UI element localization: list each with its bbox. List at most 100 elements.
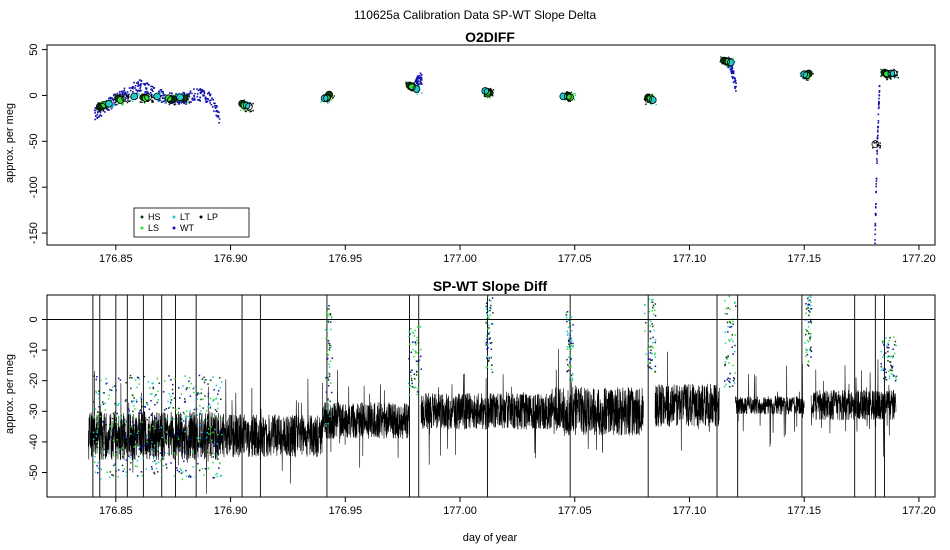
calibration-point [178, 407, 180, 410]
calibration-point [207, 419, 209, 422]
panel-title-slope-diff: SP-WT Slope Diff [433, 278, 548, 294]
calibration-point [139, 409, 141, 412]
calibration-point [650, 367, 652, 370]
calibration-point [157, 390, 159, 393]
calibration-point [890, 355, 893, 357]
wt-point [218, 111, 220, 114]
calibration-point [648, 310, 651, 313]
hs-point [180, 101, 182, 103]
calibration-point [568, 345, 571, 347]
calibration-point [491, 364, 493, 367]
calibration-point [136, 432, 139, 434]
calibration-point [123, 453, 126, 455]
calibration-point [733, 378, 735, 380]
calibration-point [734, 344, 736, 347]
lt-point [113, 104, 115, 106]
calibration-point [187, 425, 190, 427]
calibration-point [327, 308, 330, 310]
wt-point [419, 76, 422, 78]
calibration-point [122, 447, 124, 449]
wt-point [194, 92, 196, 95]
calibration-point [804, 355, 807, 357]
calibration-point [651, 368, 653, 370]
calibration-point [809, 332, 811, 335]
calibration-point [180, 393, 183, 395]
lp-point [879, 144, 881, 147]
calibration-point [648, 366, 650, 369]
calibration-point [200, 419, 202, 422]
calibration-point [207, 395, 210, 398]
calibration-point [96, 446, 99, 449]
calibration-point [894, 380, 897, 382]
calibration-point [128, 409, 130, 412]
calibration-point [193, 391, 195, 394]
calibration-point [419, 355, 422, 358]
calibration-point [216, 443, 219, 445]
wt-point [163, 97, 165, 99]
calibration-point [131, 415, 134, 418]
calibration-point [165, 463, 167, 465]
calibration-point [95, 435, 98, 438]
calibration-point [165, 431, 168, 433]
calibration-point [330, 345, 333, 347]
calibration-point [420, 348, 422, 351]
wt-point [128, 93, 130, 96]
lp-point [152, 96, 154, 99]
hs-point [95, 108, 98, 110]
lt-point [161, 92, 163, 94]
calibration-point [206, 436, 208, 439]
wt-point [206, 100, 209, 103]
wt-point [130, 87, 133, 89]
calibration-point [724, 342, 727, 344]
wt-point [112, 99, 115, 102]
wt-point [206, 92, 209, 95]
calibration-point [133, 397, 135, 399]
calibration-point [148, 408, 151, 411]
calibration-point [810, 321, 813, 323]
calibration-point [180, 472, 183, 475]
calibration-point [105, 382, 108, 385]
calibration-point [415, 370, 418, 373]
calibration-point [163, 451, 166, 454]
wt-point [94, 118, 97, 121]
calibration-point [203, 376, 205, 379]
calibration-point [119, 379, 122, 381]
calibration-point [895, 344, 897, 347]
calibration-point [806, 349, 809, 351]
calibration-point [724, 361, 727, 363]
calibration-point [880, 363, 882, 365]
calibration-point [327, 320, 330, 322]
ls-point [246, 109, 248, 112]
wt-point [731, 66, 734, 68]
calibration-point [727, 377, 729, 379]
calibration-point [173, 475, 176, 477]
lt-point [327, 102, 329, 105]
ls-point [330, 99, 332, 101]
calibration-point [169, 401, 172, 404]
calibration-point [732, 380, 735, 382]
wt-point [100, 115, 103, 117]
lt-mean-marker [412, 85, 421, 93]
calibration-point [162, 391, 165, 393]
calibration-point [108, 394, 110, 397]
calibration-point [652, 325, 654, 328]
hs-point [243, 99, 246, 101]
calibration-point [218, 376, 221, 379]
calibration-point [888, 346, 890, 349]
calibration-point [201, 467, 204, 470]
calibration-point [219, 462, 221, 464]
calibration-point [328, 366, 331, 368]
calibration-point [115, 470, 117, 472]
calibration-point [647, 361, 649, 364]
calibration-point [199, 413, 201, 415]
calibration-point [412, 348, 414, 351]
wt-point [877, 101, 880, 103]
wt-point [139, 87, 141, 90]
calibration-point [220, 381, 223, 383]
calibration-point [570, 374, 573, 376]
calibration-point [414, 329, 417, 332]
lt-point [418, 85, 420, 87]
wt-point [874, 206, 877, 208]
calibration-point [647, 358, 650, 360]
calibration-point [569, 344, 572, 346]
